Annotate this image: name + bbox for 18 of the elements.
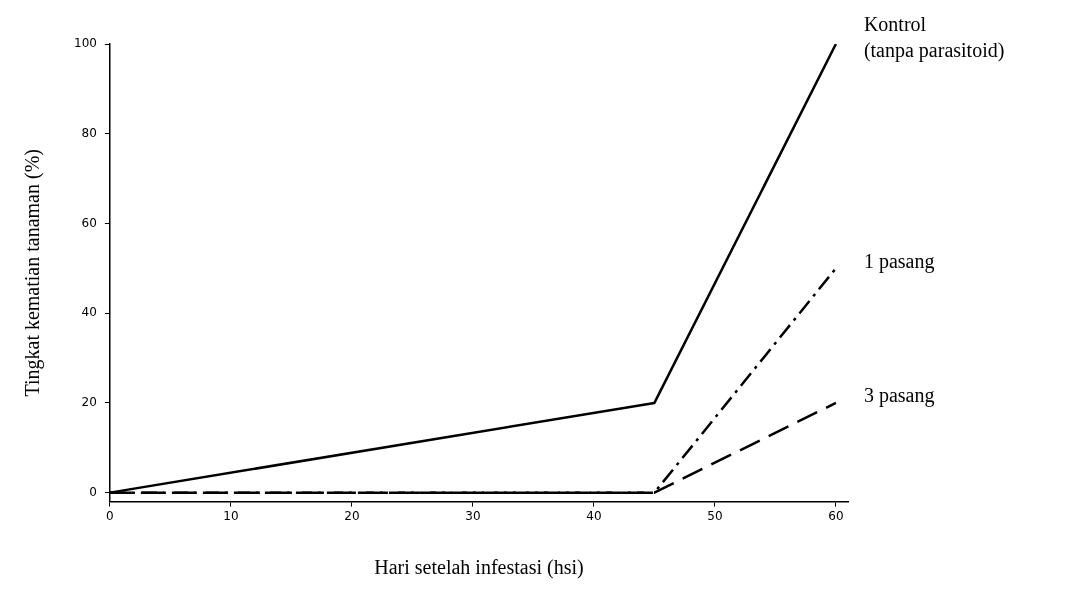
series-label: 3 pasang — [863, 384, 935, 408]
y-tick-label: 80 — [81, 125, 97, 140]
x-tick-label: 60 — [828, 508, 844, 523]
x-tick-label: 40 — [586, 508, 602, 523]
x-tick-label: 20 — [344, 508, 360, 523]
x-tick-label: 10 — [223, 508, 239, 523]
series-label: Kontrol (tanpa parasitoid) — [863, 13, 1005, 63]
series-label: 1 pasang — [863, 249, 935, 273]
y-tick-label: 100 — [74, 36, 97, 51]
x-tick-label: 0 — [106, 508, 114, 523]
y-tick-label: 20 — [81, 395, 97, 410]
y-tick-label: 60 — [81, 215, 97, 230]
y-tick-label: 40 — [81, 305, 97, 320]
x-tick-label: 50 — [707, 508, 723, 523]
y-axis-title: Tingkat kematian tanaman (%) — [21, 149, 45, 397]
x-tick-label: 30 — [465, 508, 481, 523]
x-axis-title: Hari setelah infestasi (hsi) — [374, 556, 584, 580]
y-tick-label: 0 — [89, 484, 97, 499]
